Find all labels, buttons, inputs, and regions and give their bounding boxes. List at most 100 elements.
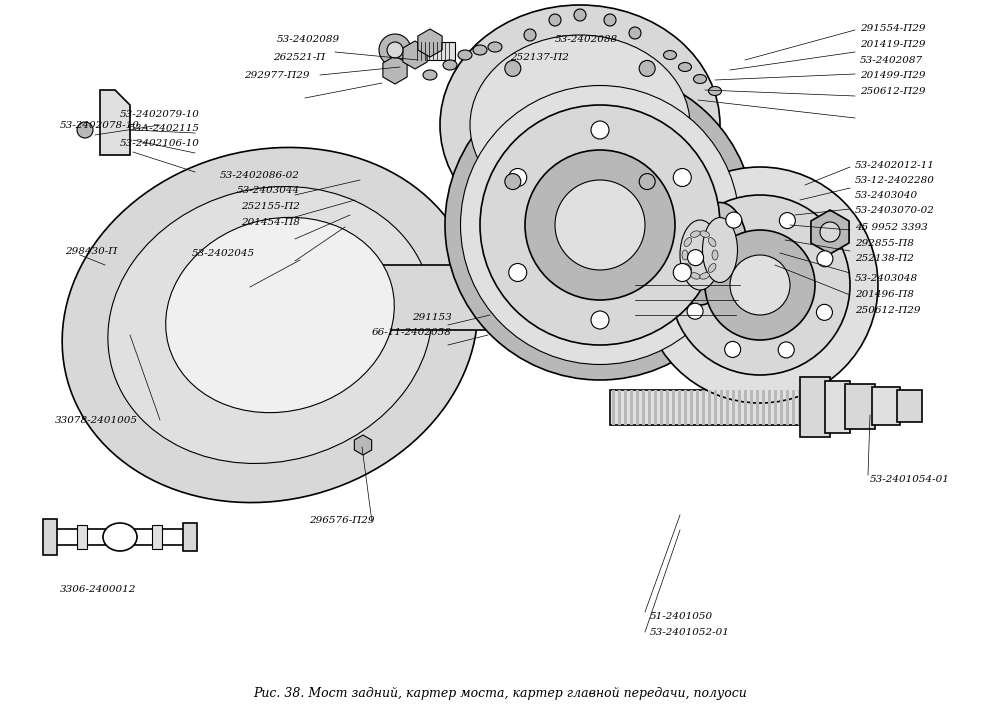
Text: 53-2402012-11: 53-2402012-11 — [855, 162, 935, 170]
Ellipse shape — [443, 60, 457, 70]
Ellipse shape — [458, 50, 472, 60]
Ellipse shape — [108, 187, 432, 463]
Ellipse shape — [712, 250, 718, 260]
Circle shape — [509, 264, 527, 282]
Text: 66-11-2402058: 66-11-2402058 — [372, 328, 452, 337]
Ellipse shape — [473, 45, 487, 55]
PathPatch shape — [100, 90, 130, 155]
Bar — [804, 390, 807, 425]
Circle shape — [639, 174, 655, 189]
Bar — [630, 390, 633, 425]
Text: 292977-П29: 292977-П29 — [244, 71, 310, 79]
Circle shape — [779, 212, 795, 229]
Text: 53-2402087: 53-2402087 — [860, 56, 923, 64]
Text: 53-2402106-10: 53-2402106-10 — [120, 139, 200, 147]
Circle shape — [642, 167, 878, 403]
Circle shape — [673, 169, 691, 187]
Ellipse shape — [680, 220, 720, 290]
Ellipse shape — [166, 217, 394, 413]
Ellipse shape — [692, 202, 748, 297]
Text: 252137-П2: 252137-П2 — [510, 53, 569, 61]
Bar — [43, 519, 57, 555]
Circle shape — [726, 212, 742, 228]
Bar — [690, 390, 693, 425]
Text: 201454-П8: 201454-П8 — [241, 218, 300, 227]
Ellipse shape — [694, 74, 706, 84]
Bar — [678, 390, 681, 425]
Ellipse shape — [700, 272, 709, 279]
Text: 53-2402078-10: 53-2402078-10 — [60, 121, 140, 129]
Bar — [738, 390, 741, 425]
Ellipse shape — [62, 147, 478, 503]
Text: 3306-2400012: 3306-2400012 — [60, 586, 136, 594]
Bar — [800, 377, 830, 437]
Text: 296576-П29: 296576-П29 — [310, 516, 375, 525]
Text: 291554-П29: 291554-П29 — [860, 24, 926, 33]
Bar — [77, 525, 87, 549]
Bar — [774, 390, 777, 425]
Ellipse shape — [708, 87, 722, 96]
Bar — [610, 390, 810, 425]
Circle shape — [639, 61, 655, 77]
Text: 250612-П29: 250612-П29 — [855, 306, 920, 315]
Ellipse shape — [691, 231, 700, 237]
Bar — [708, 390, 711, 425]
Circle shape — [555, 180, 645, 270]
Bar — [732, 390, 735, 425]
Text: 53-2402045: 53-2402045 — [192, 250, 255, 258]
Text: 252138-П2: 252138-П2 — [855, 255, 914, 263]
Ellipse shape — [684, 237, 692, 247]
Bar — [825, 381, 850, 433]
Text: 250612-П29: 250612-П29 — [860, 87, 926, 96]
Ellipse shape — [670, 205, 730, 305]
Circle shape — [820, 222, 840, 242]
Circle shape — [387, 42, 403, 58]
Text: Рис. 38. Мост задний, картер моста, картер главной передачи, полуоси: Рис. 38. Мост задний, картер моста, карт… — [253, 686, 747, 699]
Ellipse shape — [664, 51, 676, 59]
Text: 53-2401054-01: 53-2401054-01 — [870, 475, 950, 483]
Text: 292855-П8: 292855-П8 — [855, 239, 914, 247]
Bar — [786, 390, 789, 425]
Circle shape — [705, 230, 815, 340]
Bar — [672, 390, 675, 425]
Circle shape — [688, 250, 704, 266]
Bar — [642, 390, 645, 425]
Text: 53-2402088: 53-2402088 — [555, 35, 618, 44]
Circle shape — [480, 105, 720, 345]
Ellipse shape — [423, 70, 437, 80]
Circle shape — [505, 174, 521, 189]
Circle shape — [524, 29, 536, 41]
Ellipse shape — [488, 42, 502, 52]
Text: 262521-П: 262521-П — [273, 53, 325, 61]
Text: 201499-П29: 201499-П29 — [860, 72, 926, 80]
Ellipse shape — [691, 272, 700, 279]
Bar — [490, 227, 770, 255]
Circle shape — [509, 169, 527, 187]
Bar — [845, 384, 875, 429]
Bar — [696, 390, 699, 425]
Bar — [872, 387, 900, 425]
Circle shape — [816, 305, 832, 320]
Circle shape — [604, 14, 616, 26]
Text: 53-2402089: 53-2402089 — [277, 35, 340, 44]
Ellipse shape — [700, 231, 709, 237]
Circle shape — [673, 264, 691, 282]
Text: 201496-П8: 201496-П8 — [855, 290, 914, 299]
Circle shape — [77, 122, 93, 138]
Bar — [183, 523, 197, 551]
Bar — [897, 390, 922, 422]
Bar — [726, 390, 729, 425]
Circle shape — [445, 70, 755, 380]
Text: 53-2402086-02: 53-2402086-02 — [220, 171, 300, 179]
Text: 291153: 291153 — [412, 313, 452, 322]
Bar — [152, 525, 162, 549]
Circle shape — [460, 86, 740, 365]
Text: 45 9952 3393: 45 9952 3393 — [855, 223, 928, 232]
Bar — [636, 390, 639, 425]
Text: 53А-2402115: 53А-2402115 — [129, 124, 200, 133]
Text: 53-2403040: 53-2403040 — [855, 192, 918, 200]
Ellipse shape — [470, 35, 690, 215]
Circle shape — [379, 34, 411, 66]
Circle shape — [574, 9, 586, 21]
Bar — [756, 390, 759, 425]
